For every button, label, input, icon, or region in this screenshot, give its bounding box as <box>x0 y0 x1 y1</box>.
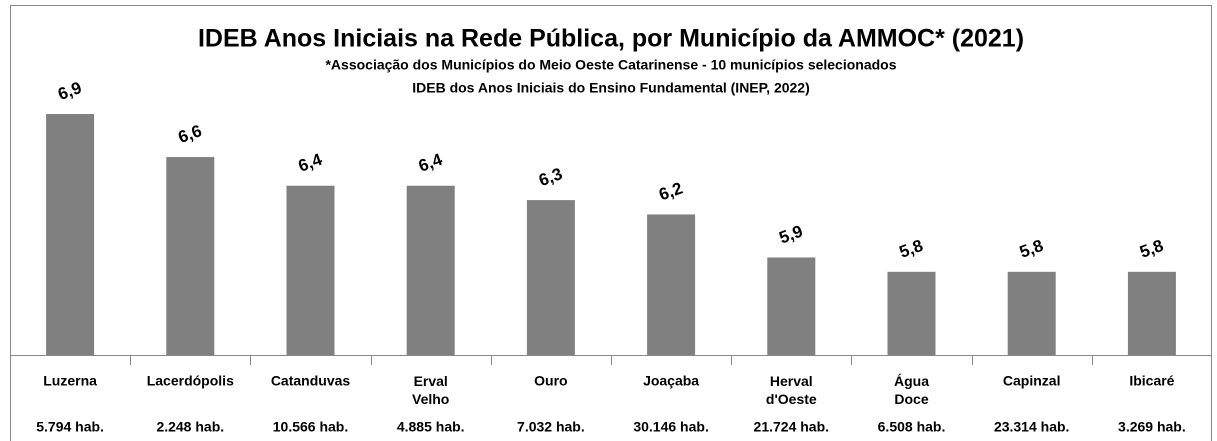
x-tick-label: Luzerna <box>43 373 97 389</box>
bar <box>166 157 215 355</box>
chart-title: IDEB Anos Iniciais na Rede Pública, por … <box>198 25 1024 53</box>
population-label: 5.794 hab. <box>36 419 104 435</box>
x-tick-label-line: d'Oeste <box>766 391 817 407</box>
chart-subtitle: *Associação dos Municípios do Meio Oeste… <box>325 57 896 73</box>
x-tick-label: Ibicaré <box>1129 373 1174 389</box>
bar <box>767 257 816 355</box>
x-tick-label-line: Água <box>894 373 929 389</box>
x-tick-label-line: Erval <box>414 373 448 389</box>
x-tick-label: Capinzal <box>1003 373 1061 389</box>
population-label: 23.314 hab. <box>994 419 1070 435</box>
x-tick-label: Herval d'Oeste <box>766 373 817 407</box>
chart-subtitle: IDEB dos Anos Iniciais do Ensino Fundame… <box>412 80 810 96</box>
x-tick-label: Ouro <box>534 373 567 389</box>
population-label: 30.146 hab. <box>633 419 709 435</box>
population-label: 4.885 hab. <box>397 419 465 435</box>
bar <box>406 185 455 355</box>
bar <box>526 200 575 355</box>
population-label: 7.032 hab. <box>517 419 585 435</box>
x-tick-label-line: Velho <box>412 391 449 407</box>
x-tick-label-line: Herval <box>770 373 813 389</box>
bar <box>46 114 95 355</box>
population-label: 2.248 hab. <box>156 419 224 435</box>
bar <box>1007 271 1056 355</box>
x-tick-label: Lacerdópolis <box>147 373 234 389</box>
population-label: 6.508 hab. <box>878 419 946 435</box>
bar <box>286 185 335 355</box>
population-label: 21.724 hab. <box>754 419 830 435</box>
x-tick-label: Joaçaba <box>643 373 699 389</box>
x-tick-label: Erval Velho <box>412 373 449 407</box>
bar <box>1127 271 1176 355</box>
bar <box>647 214 696 355</box>
bar <box>887 271 936 355</box>
population-label: 10.566 hab. <box>273 419 349 435</box>
x-tick-label-line: Doce <box>894 391 928 407</box>
population-label: 3.269 hab. <box>1118 419 1186 435</box>
x-tick-label: Catanduvas <box>271 373 351 389</box>
x-tick-label: Água Doce <box>894 373 929 407</box>
